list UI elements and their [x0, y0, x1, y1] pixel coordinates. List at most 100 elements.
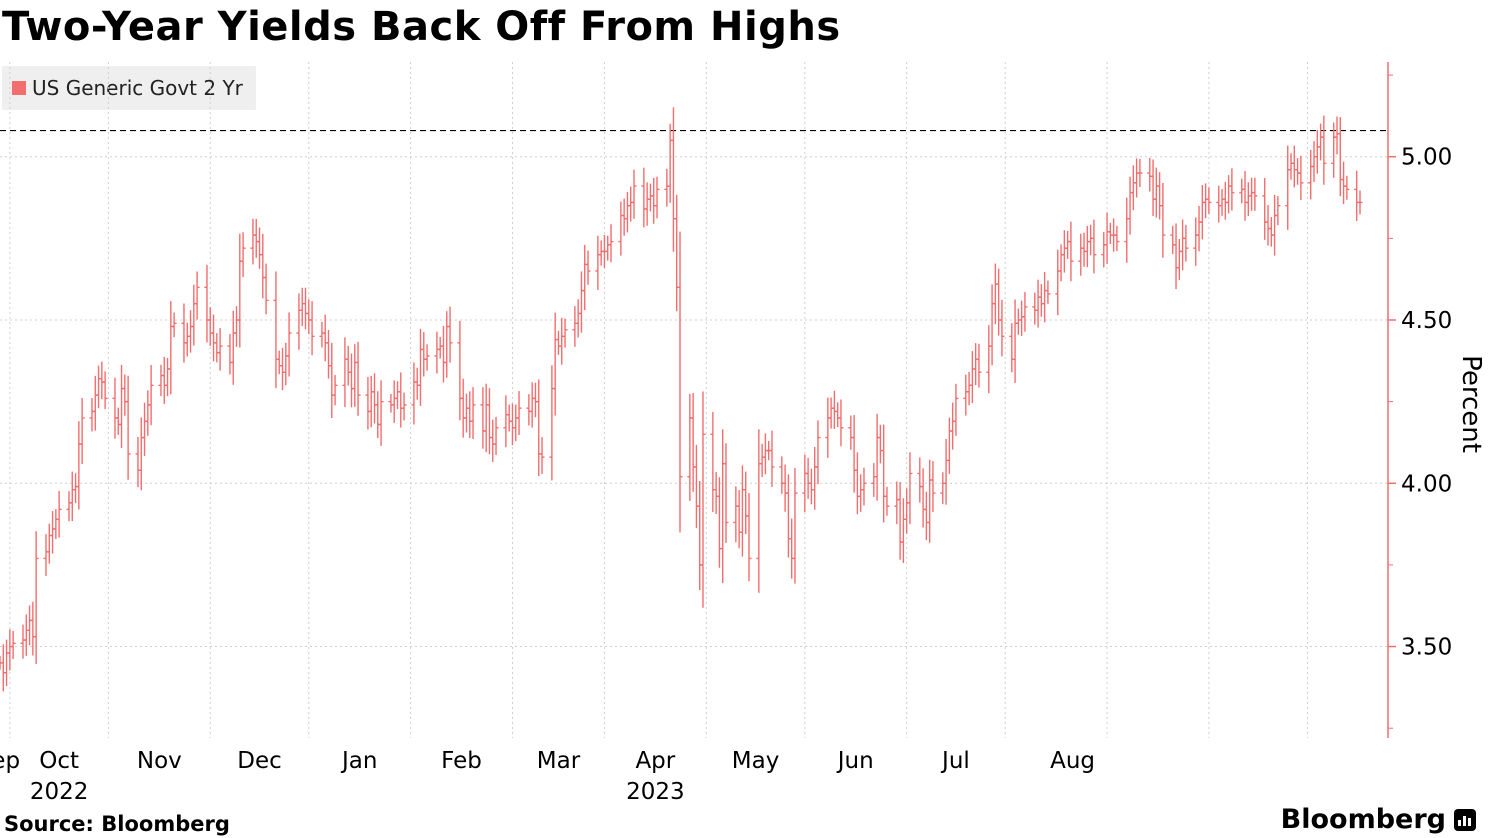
- ohlc-bar: [283, 342, 289, 386]
- ohlc-bar: [1285, 145, 1291, 230]
- ohlc-bar: [1275, 195, 1281, 226]
- ohlc-bar: [677, 231, 683, 533]
- ohlc-bar: [161, 356, 167, 404]
- ohlc-bar: [1058, 244, 1064, 282]
- ohlc-bar: [1078, 233, 1084, 276]
- ohlc-bar: [486, 388, 492, 455]
- ohlc-bar: [1295, 158, 1301, 185]
- ohlc-bar: [20, 624, 26, 659]
- ohlc-bar: [1061, 230, 1067, 273]
- ohlc-bar: [1357, 190, 1363, 215]
- ohlc-bar: [917, 457, 923, 503]
- ohlc-bar: [950, 402, 956, 450]
- ohlc-bar: [536, 379, 542, 477]
- ohlc-bar: [1262, 178, 1268, 240]
- ohlc-bar: [861, 467, 867, 506]
- ohlc-bar: [89, 398, 95, 432]
- ohlc-bar: [654, 176, 660, 219]
- ohlc-bar: [1022, 291, 1028, 332]
- ohlc-bar: [96, 365, 102, 409]
- chart-title: Two-Year Yields Back Off From Highs: [2, 4, 841, 50]
- ohlc-bar: [0, 644, 6, 692]
- ohlc-bar: [628, 186, 634, 222]
- x-tick-label: Feb: [441, 748, 482, 774]
- ohlc-bar: [342, 337, 348, 408]
- ohlc-bar: [27, 605, 33, 646]
- ohlc-bar: [444, 311, 450, 378]
- ohlc-bar: [411, 362, 417, 425]
- ohlc-bar: [378, 380, 384, 446]
- x-tick-label: Jul: [940, 748, 970, 774]
- ohlc-bar: [142, 402, 148, 457]
- ohlc-bar: [835, 402, 841, 427]
- ohlc-bar: [851, 415, 857, 493]
- ohlc-bar: [207, 307, 213, 346]
- ohlc-bar: [736, 490, 742, 549]
- ohlc-bar: [417, 328, 423, 406]
- ohlc-bar: [73, 473, 79, 504]
- ohlc-bar: [920, 468, 926, 528]
- ohlc-bar: [326, 329, 332, 379]
- y-tick-label: 3.50: [1401, 635, 1452, 661]
- ohlc-bar: [1088, 224, 1094, 256]
- ohlc-bar: [532, 382, 538, 418]
- ohlc-bar: [1193, 217, 1199, 266]
- x-tick-label: Jun: [836, 748, 874, 774]
- ohlc-bar: [1298, 155, 1304, 201]
- ohlc-bar: [1147, 157, 1153, 192]
- ohlc-bar: [1055, 249, 1061, 316]
- ohlc-bar: [490, 419, 496, 462]
- ohlc-bar: [1265, 205, 1271, 246]
- ohlc-bar: [940, 472, 946, 505]
- ohlc-bar: [808, 468, 814, 505]
- ohlc-bar: [789, 518, 795, 579]
- ohlc-bar: [907, 452, 913, 525]
- ohlc-bar: [388, 393, 394, 413]
- ohlc-bar: [1065, 230, 1071, 259]
- ohlc-bar: [1242, 170, 1248, 221]
- ohlc-bar: [1107, 222, 1113, 245]
- ohlc-bar: [966, 371, 972, 406]
- ohlc-bar: [838, 399, 844, 447]
- ohlc-bar: [227, 334, 233, 375]
- ohlc-bar: [398, 372, 404, 428]
- ohlc-bar: [79, 398, 85, 465]
- ohlc-bar: [1045, 280, 1051, 304]
- ohlc-bar: [33, 531, 39, 664]
- ohlc-bar: [877, 424, 883, 464]
- ohlc-bar: [881, 424, 887, 523]
- ohlc-bar: [1199, 185, 1205, 240]
- ohlc-bar: [345, 345, 351, 386]
- ohlc-bar: [273, 271, 279, 389]
- ohlc-bar: [260, 233, 266, 299]
- ohlc-bar: [263, 263, 269, 315]
- ohlc-bar: [460, 378, 466, 438]
- ohlc-bar: [125, 375, 131, 480]
- ohlc-bar: [894, 481, 900, 525]
- ohlc-bar: [1157, 172, 1163, 220]
- ohlc-bar: [946, 417, 952, 474]
- ohlc-bar: [1170, 225, 1176, 255]
- source-note: Source: Bloomberg: [4, 812, 230, 836]
- ohlc-bar: [1321, 115, 1327, 185]
- ohlc-bar: [874, 413, 880, 501]
- ohlc-bar: [1291, 145, 1297, 188]
- ohlc-bar: [526, 394, 532, 426]
- ohlc-bar: [897, 481, 903, 560]
- ohlc-bar: [368, 375, 374, 428]
- ohlc-bar: [996, 268, 1002, 336]
- ohlc-bar: [1176, 238, 1182, 281]
- brand-name: Bloomberg: [1280, 804, 1446, 835]
- ohlc-bar: [1160, 183, 1166, 258]
- ohlc-bar: [1239, 178, 1245, 204]
- ohlc-bar: [434, 331, 440, 374]
- ohlc-bar: [276, 350, 282, 375]
- y-tick-label: 4.00: [1401, 471, 1452, 497]
- ohlc-bar: [976, 343, 982, 388]
- ohlc-bar: [53, 509, 59, 539]
- ohlc-bar: [1203, 183, 1209, 219]
- ohlc-bar: [10, 630, 16, 659]
- ohlc-bar: [927, 459, 933, 543]
- ohlc-bar: [1272, 194, 1278, 256]
- ohlc-bar: [756, 429, 762, 593]
